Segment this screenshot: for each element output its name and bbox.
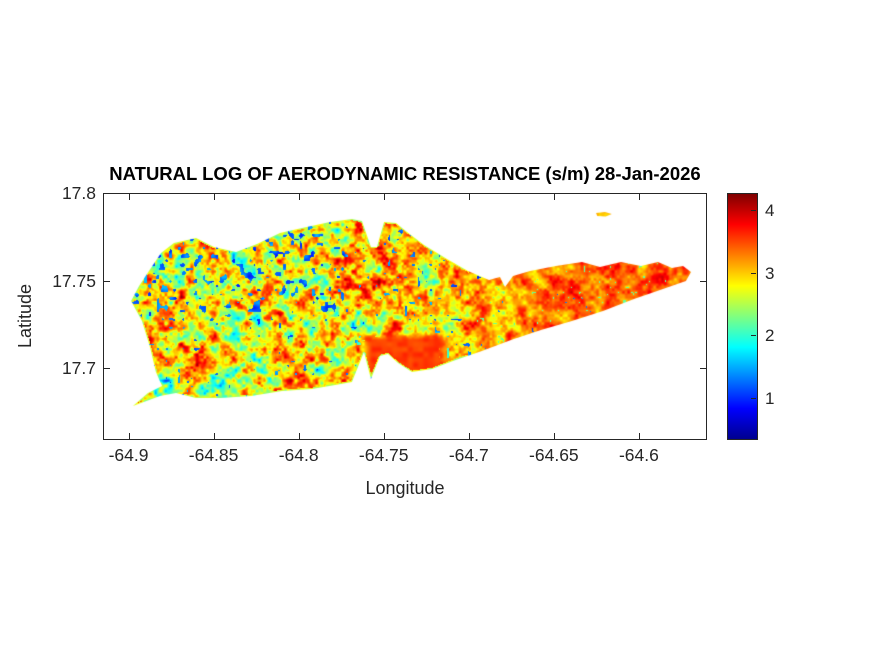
x-tick-mark-top: [468, 194, 470, 200]
y-tick-mark-right: [700, 193, 706, 194]
x-tick-label: -64.65: [529, 445, 579, 465]
x-tick-label: -64.75: [358, 445, 409, 465]
y-tick-mark-left: [104, 368, 110, 370]
x-tick-label: -64.85: [188, 445, 239, 465]
colorbar-tick-label: 3: [765, 263, 775, 283]
x-tick-mark-top: [383, 194, 385, 200]
x-tick-mark-bottom: [128, 433, 130, 439]
x-tick-mark-top: [638, 194, 640, 200]
x-tick-mark-bottom: [213, 433, 215, 439]
colorbar-tick-mark: [751, 397, 756, 399]
x-tick-mark-top: [298, 194, 300, 200]
x-tick-label: -64.8: [278, 445, 319, 465]
y-tick-mark-left: [104, 280, 110, 282]
colorbar-tick-mark: [751, 209, 756, 211]
y-tick-label: 17.7: [61, 358, 96, 379]
colorbar-tick-mark: [751, 272, 756, 274]
y-tick-mark-right: [700, 368, 706, 370]
colorbar-tick-mark: [751, 335, 756, 337]
chart-title: NATURAL LOG OF AERODYNAMIC RESISTANCE (s…: [109, 163, 701, 184]
x-axis-label: Longitude: [365, 478, 445, 498]
colorbar-tick-label: 2: [765, 326, 775, 346]
y-tick-label: 17.75: [52, 270, 96, 291]
x-tick-label: -64.7: [448, 445, 489, 465]
y-tick-mark-left: [104, 193, 110, 194]
x-tick-mark-top: [213, 194, 215, 200]
x-tick-mark-top: [128, 194, 130, 200]
colorbar-tick-label: 4: [765, 200, 775, 220]
x-tick-label: -64.9: [108, 445, 149, 465]
x-tick-mark-bottom: [638, 433, 640, 439]
x-tick-label: -64.6: [618, 445, 659, 465]
x-tick-mark-bottom: [553, 433, 555, 439]
x-tick-mark-bottom: [468, 433, 470, 439]
x-tick-mark-bottom: [298, 433, 300, 439]
colorbar-gradient: [728, 194, 757, 439]
heatmap-canvas: [103, 193, 707, 440]
x-tick-mark-top: [553, 194, 555, 200]
y-tick-label: 17.8: [61, 183, 96, 203]
y-tick-mark-right: [700, 280, 706, 282]
colorbar-tick-label: 1: [765, 388, 775, 408]
x-tick-mark-bottom: [383, 433, 385, 439]
y-axis-label: Latitude: [15, 283, 35, 349]
colorbar: [727, 193, 758, 440]
